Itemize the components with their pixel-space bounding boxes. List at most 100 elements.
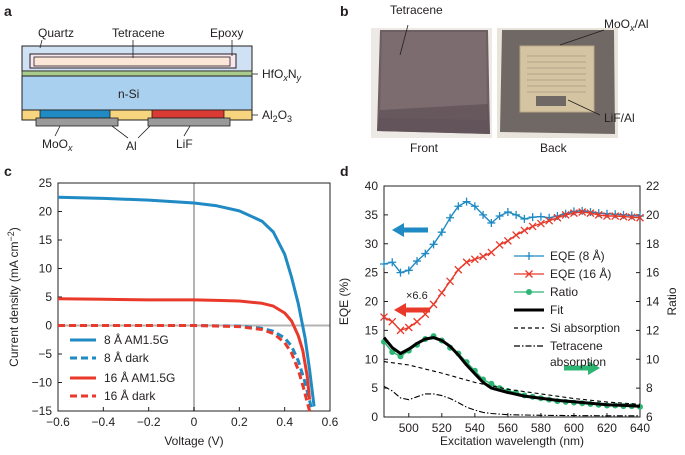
y-tick-label-right: 6 <box>646 410 653 424</box>
data-point <box>421 249 430 258</box>
y-tick-label-right: 10 <box>646 352 660 366</box>
panel-c: c −0.6 −0.4 −0.2 0 0.2 0.4 0.62520151050−5−10−… <box>4 163 339 448</box>
hfoxny-layer <box>21 70 253 77</box>
data-point <box>397 353 404 360</box>
label-back: Back <box>540 141 568 155</box>
x-axis-label: Excitation wavelength (nm) <box>440 434 584 448</box>
x-tick-label: 540 <box>465 421 485 435</box>
legend-label: 16 Å AM1.5G <box>104 370 175 385</box>
data-point <box>536 219 545 228</box>
series-line-3 <box>58 324 312 412</box>
nsi-layer <box>21 75 253 111</box>
data-point <box>512 210 521 219</box>
data-point <box>396 268 405 277</box>
legend-label: Fit <box>550 303 564 317</box>
data-point <box>396 326 405 335</box>
data-point <box>388 258 397 267</box>
jv-chart: −0.6 −0.4 −0.2 0 0.2 0.4 0.6 25 20 15 10 5 0 −5 −10 −15… <box>6 176 339 448</box>
panel-a: a Quartz Tetracene Epoxy HfOxNy n-Si Al <box>4 3 302 153</box>
y-tick-label-left: 35 <box>365 208 379 222</box>
x-tick-label: 580 <box>531 421 551 435</box>
al-contact-left <box>35 117 119 127</box>
data-point <box>487 248 496 257</box>
moox-contact <box>39 109 111 119</box>
legend-marker-1 <box>525 270 533 278</box>
data-point <box>495 212 504 221</box>
series-line-0 <box>57 195 316 407</box>
series-line-1 <box>58 324 314 411</box>
legend-marker-0 <box>525 252 533 260</box>
x-tick-label: 520 <box>432 421 452 435</box>
y-tick-label-left: 30 <box>365 237 379 251</box>
y-tick-label-right: 14 <box>646 295 660 309</box>
label-moox: MoOx <box>42 137 73 153</box>
y-tick-label: 10 <box>39 262 53 276</box>
panel-b-letter: b <box>340 3 349 19</box>
x-tick-label: 560 <box>498 421 518 435</box>
data-point <box>437 288 446 297</box>
data-point <box>636 213 644 222</box>
data-point <box>503 207 512 216</box>
data-point <box>404 266 413 275</box>
series-line-4 <box>383 361 641 405</box>
x-tick-label: 0.2 <box>231 415 248 429</box>
panel-d-letter: d <box>340 163 349 179</box>
y-axis-label: Current density (mA cm−2) <box>6 227 21 367</box>
y-tick-label-left: 20 <box>365 295 379 309</box>
data-point <box>380 259 388 268</box>
y-tick-label-left: 10 <box>365 352 379 366</box>
legend-label: Ratio <box>550 285 578 299</box>
series-line-2 <box>57 297 312 400</box>
data-point <box>446 277 455 286</box>
al-contact-right <box>147 117 231 127</box>
x-tick-label: 0.6 <box>322 415 339 429</box>
y-tick-label: 0 <box>45 319 52 333</box>
x-tick-label: 0.4 <box>276 415 293 429</box>
eqe16-axis-arrow-head <box>394 303 406 317</box>
label-tetracene-b: Tetracene <box>390 3 443 17</box>
data-point <box>536 212 545 221</box>
data-point <box>619 212 628 221</box>
data-point <box>611 212 620 220</box>
y-tick-label-left: 15 <box>365 323 379 337</box>
data-point <box>586 209 595 218</box>
lif-contact <box>151 109 225 119</box>
y-tick-label-right: 16 <box>646 266 660 280</box>
y-tick-label: −5 <box>38 347 52 361</box>
data-point <box>520 226 529 235</box>
y-tick-label-right: 12 <box>646 323 660 337</box>
data-point <box>380 313 388 322</box>
panel-b: b Tetracene MoOx/Al LiF/Al Front Back <box>340 3 649 155</box>
data-point <box>503 236 512 245</box>
label-hfoxny: HfOxNy <box>262 67 302 83</box>
data-point <box>569 209 578 218</box>
data-point <box>470 202 479 211</box>
data-point <box>479 252 488 261</box>
data-point <box>528 222 537 231</box>
series-line-3 <box>382 336 641 408</box>
data-point <box>462 258 471 267</box>
data-point <box>413 257 422 266</box>
series-line-5 <box>383 385 640 417</box>
x-tick-label: −0.2 <box>137 415 161 429</box>
legend-label: 16 Å dark <box>104 388 156 403</box>
data-point <box>611 210 620 219</box>
label-tetracene-a: Tetracene <box>112 26 165 40</box>
label-epoxy: Epoxy <box>210 26 243 40</box>
y-tick-label: −15 <box>32 404 53 418</box>
label-quartz: Quartz <box>38 26 74 40</box>
data-point <box>636 212 644 221</box>
data-point <box>528 213 537 222</box>
legend-marker-2 <box>526 289 532 295</box>
scale-annotation: ×6.6 <box>406 290 428 302</box>
tetracene-layer <box>33 56 231 67</box>
label-al: Al <box>126 139 137 153</box>
x-tick-label: −0.6 <box>46 415 70 429</box>
y-tick-label-left: 40 <box>365 179 379 193</box>
label-lif: LiF <box>176 137 193 151</box>
ratio-axis-arrow-head <box>588 361 600 375</box>
data-point <box>429 300 438 309</box>
x-tick-label: 640 <box>630 421 650 435</box>
legend-label: absorption <box>550 355 606 369</box>
